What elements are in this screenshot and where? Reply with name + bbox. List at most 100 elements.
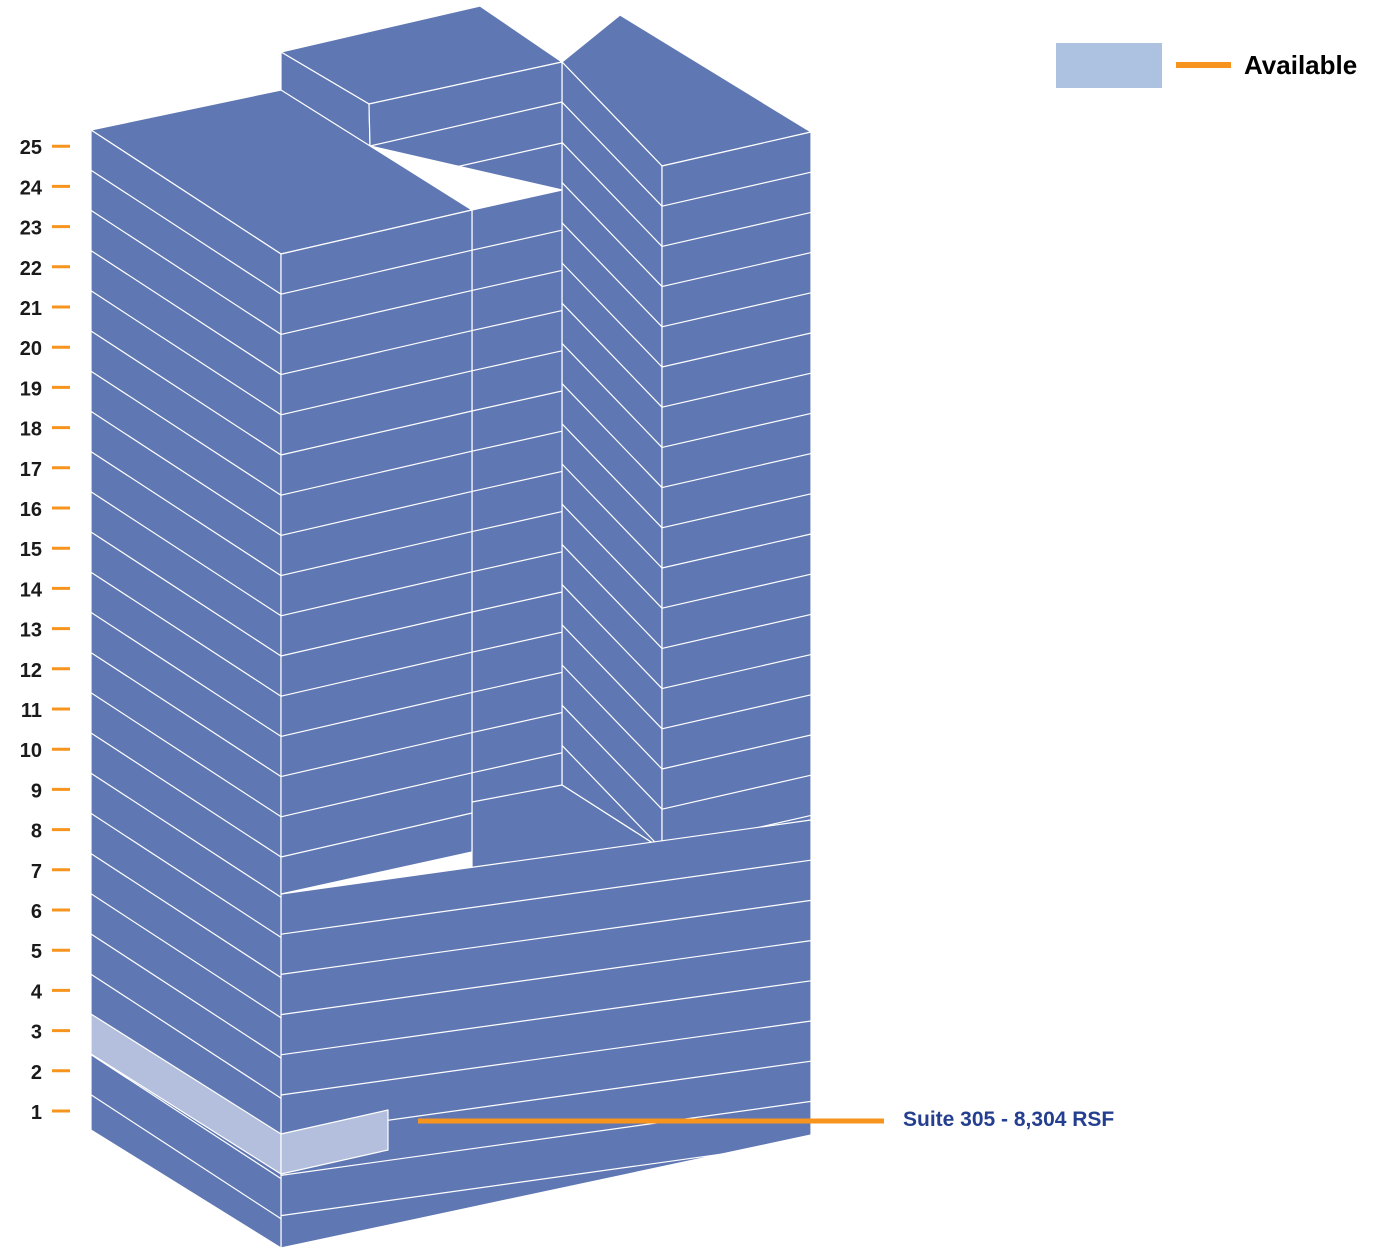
floor-label: 2 — [31, 1062, 42, 1084]
left-tower-floor-line — [90, 1054, 282, 1180]
left-tower-floor-line — [90, 531, 282, 657]
left-tower-floor-line — [90, 732, 282, 858]
right-tower-floor-line — [661, 734, 812, 770]
suite-callout: Suite 305 - 8,304 RSF — [418, 1108, 1114, 1131]
left-tower-floor-line — [280, 651, 473, 697]
floor-label: 4 — [31, 981, 43, 1003]
right-tower-floor-line — [661, 493, 812, 529]
left-tower-floor-line — [280, 611, 473, 657]
right-tower-left-face — [561, 61, 663, 850]
right-tower-floor-line — [661, 654, 812, 690]
core-floor-line — [471, 551, 563, 573]
suite-callout-label[interactable]: Suite 305 - 8,304 RSF — [903, 1108, 1114, 1131]
right-tower-floor-line — [661, 533, 812, 569]
left-tower-floor-line — [280, 249, 473, 295]
left-tower-floor-line — [90, 491, 282, 617]
floor-label: 12 — [20, 660, 42, 682]
right-tower-floor-line — [561, 101, 663, 207]
right-tower-floor-line — [561, 704, 663, 810]
right-tower-floor-line — [661, 694, 812, 730]
core-floor-line — [471, 511, 563, 533]
left-tower-floor-line — [90, 330, 282, 456]
core-floor-line — [471, 752, 563, 774]
left-tower-floor-line — [90, 812, 282, 938]
floor-label: 6 — [31, 901, 42, 923]
floor-label: 14 — [20, 579, 43, 601]
left-tower-floor-line — [90, 410, 282, 536]
floor-label: 5 — [31, 941, 42, 963]
floor-label: 7 — [31, 861, 42, 883]
right-tower-floor-line — [661, 372, 812, 408]
podium-floor-line — [280, 940, 812, 1016]
podium-front-face — [280, 819, 812, 1248]
podium-floor-line — [280, 1100, 812, 1176]
core-floor-line — [471, 310, 563, 332]
penthouse-floor-line — [369, 101, 563, 147]
left-tower-floor-line — [280, 370, 473, 416]
left-tower-floor-line — [90, 1134, 266, 1248]
left-tower-floor-line — [280, 531, 473, 577]
floor-label: 18 — [20, 419, 42, 441]
left-tower-floor-line — [280, 772, 473, 818]
left-tower-floor-line — [90, 772, 282, 898]
right-tower-floor-line — [661, 613, 812, 649]
right-tower-front-face — [661, 131, 812, 850]
floor-label: 15 — [20, 539, 42, 561]
floor-label-column: 1234567891011121314151617181920212223242… — [20, 137, 70, 1124]
right-tower-floor-line — [561, 342, 663, 448]
left-tower-floor-line — [90, 973, 282, 1099]
right-tower-floor-line — [561, 383, 663, 489]
legend-label-available: Available — [1244, 50, 1357, 80]
left-tower-floor-line — [90, 169, 282, 295]
core-floor-line — [471, 269, 563, 291]
core-floor-line — [471, 591, 563, 613]
available-suite-front-face — [280, 1109, 389, 1175]
right-tower-floor-line — [561, 262, 663, 368]
right-tower-floor-line — [561, 624, 663, 730]
floor-label: 11 — [21, 700, 42, 722]
left-tower-floor-line — [90, 370, 282, 496]
right-tower-floor-line — [661, 171, 812, 207]
floor-label: 16 — [20, 499, 42, 521]
right-tower-floor-line — [661, 292, 812, 328]
core-floor-line — [471, 671, 563, 693]
floor-label: 21 — [20, 298, 42, 320]
left-tower-floor-line — [90, 933, 282, 1059]
left-tower-floor-line — [90, 853, 282, 979]
core-floor-line — [471, 712, 563, 734]
right-tower-floor-line — [561, 744, 663, 850]
core-front-face — [471, 189, 563, 891]
floor-label: 1 — [31, 1102, 42, 1124]
left-tower-floor-line — [90, 209, 282, 335]
left-tower-floor-line — [280, 691, 473, 737]
right-tower-floor-line — [561, 182, 663, 288]
building-stack — [90, 5, 812, 1248]
left-tower-floor-line — [90, 611, 282, 737]
podium-floor-line — [280, 1020, 812, 1096]
left-tower-front-face — [280, 209, 473, 895]
left-tower-floor-line — [90, 652, 282, 778]
left-tower-floor-line — [280, 289, 473, 335]
right-tower-floor-line — [561, 141, 663, 247]
right-tower-floor-line — [561, 584, 663, 690]
right-tower-floor-line — [561, 302, 663, 408]
floor-label: 17 — [20, 459, 42, 481]
left-tower-floor-line — [90, 1094, 282, 1220]
right-tower-floor-line — [561, 503, 663, 609]
right-tower-floor-line — [561, 543, 663, 649]
right-tower-floor-line — [561, 222, 663, 328]
floor-label: 25 — [20, 137, 42, 159]
right-tower-floor-line — [661, 453, 812, 489]
right-tower-floor-line — [661, 573, 812, 609]
core-floor-line — [471, 631, 563, 653]
floor-label: 24 — [20, 177, 43, 199]
left-tower-floor-line — [280, 490, 473, 536]
core-floor-line — [471, 229, 563, 251]
left-tower-floor-line — [280, 812, 473, 858]
left-tower-floor-line — [90, 451, 282, 577]
floor-label: 10 — [20, 740, 42, 762]
right-tower-floor-line — [661, 211, 812, 247]
right-tower-floor-line — [661, 332, 812, 368]
left-tower-floor-line — [90, 571, 282, 697]
